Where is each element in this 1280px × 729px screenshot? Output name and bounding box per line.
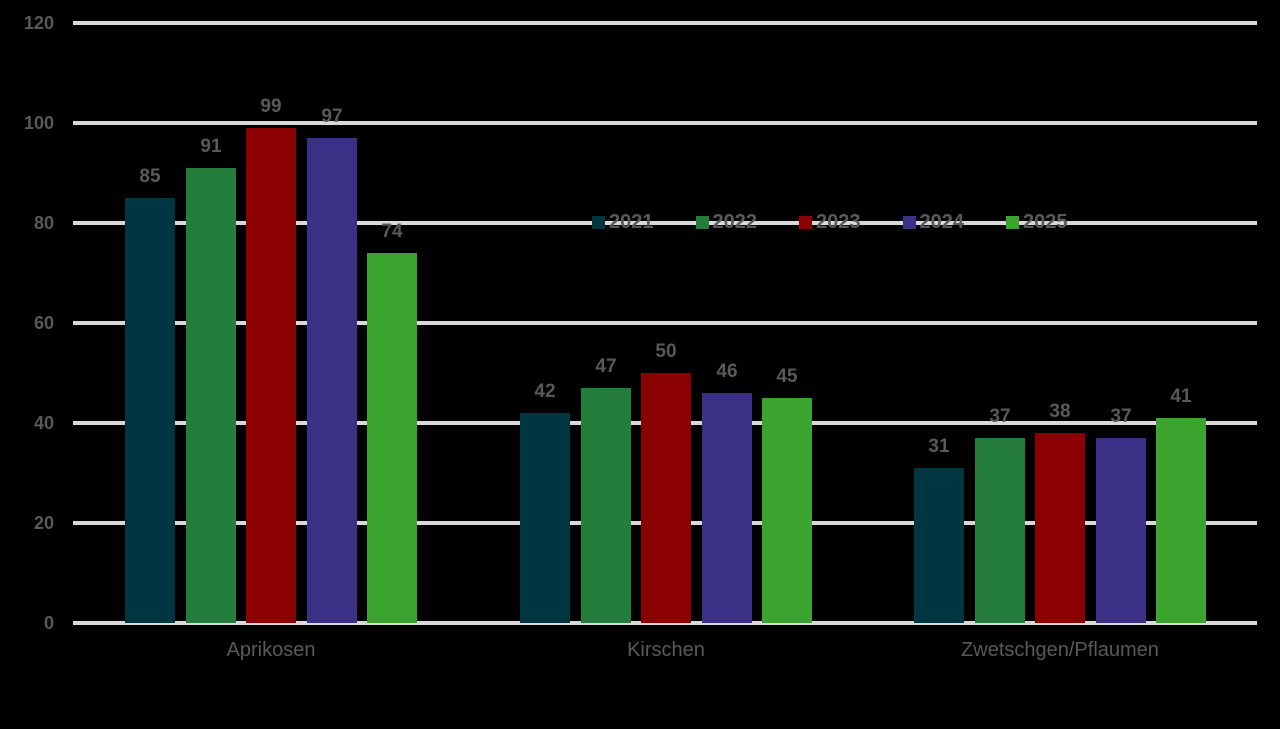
data-label: 74 (381, 221, 403, 242)
data-label: 91 (200, 136, 222, 157)
gridline-120 (73, 21, 1257, 25)
data-label: 37 (1110, 406, 1132, 427)
bar-zwetschgen-2022 (975, 438, 1025, 623)
gridline-0 (73, 621, 1257, 625)
data-label: 45 (776, 366, 798, 387)
bar-aprikosen-2025 (367, 253, 417, 623)
bar-zwetschgen-2021 (914, 468, 964, 623)
legend-swatch-icon (1006, 216, 1019, 229)
y-tick-label: 100 (23, 113, 54, 133)
bar-zwetschgen-2025 (1156, 418, 1206, 623)
bar-aprikosen-2021 (125, 198, 175, 623)
data-label: 50 (655, 341, 677, 362)
category-label: Kirschen (627, 639, 705, 661)
data-label: 99 (260, 96, 282, 117)
legend-label: 2023 (816, 211, 861, 233)
legend-swatch-icon (592, 216, 605, 229)
legend-label: 2022 (712, 211, 758, 233)
data-label: 97 (321, 106, 343, 127)
y-tick-label: 60 (33, 313, 54, 333)
y-tick-label: 20 (33, 513, 54, 533)
bar-aprikosen-2023 (246, 128, 296, 623)
data-label: 41 (1170, 386, 1192, 407)
bar-zwetschgen-2024 (1096, 438, 1146, 623)
legend-label: 2021 (609, 211, 654, 233)
bar-kirschen-2024 (702, 393, 752, 623)
bar-kirschen-2023 (641, 373, 691, 623)
data-label: 31 (928, 436, 950, 457)
bar-kirschen-2025 (762, 398, 812, 623)
data-label: 47 (595, 356, 617, 377)
y-tick-label: 0 (43, 613, 54, 633)
data-label: 42 (534, 381, 556, 402)
category-label: Aprikosen (226, 639, 316, 661)
bar-aprikosen-2022 (186, 168, 236, 623)
bar-kirschen-2022 (581, 388, 631, 623)
y-tick-label: 40 (33, 413, 54, 433)
legend-swatch-icon (902, 216, 916, 229)
legend-swatch-icon (695, 216, 709, 229)
data-label: 46 (716, 361, 738, 382)
data-label: 38 (1049, 401, 1071, 422)
bar-zwetschgen-2023 (1035, 433, 1085, 623)
bar-aprikosen-2024 (307, 138, 357, 623)
gridline-80 (73, 221, 1257, 225)
gridline-100 (73, 121, 1257, 125)
data-label: 37 (989, 406, 1011, 427)
bar-kirschen-2021 (520, 413, 570, 623)
y-tick-label: 120 (23, 13, 54, 33)
legend-label: 2025 (1023, 211, 1068, 233)
legend-label: 2024 (919, 211, 965, 233)
gridline-60 (73, 321, 1257, 325)
category-label: Zwetschgen/Pflaumen (961, 639, 1159, 661)
legend-swatch-icon (799, 216, 812, 229)
data-label: 85 (139, 166, 161, 187)
y-tick-label: 80 (33, 213, 54, 233)
